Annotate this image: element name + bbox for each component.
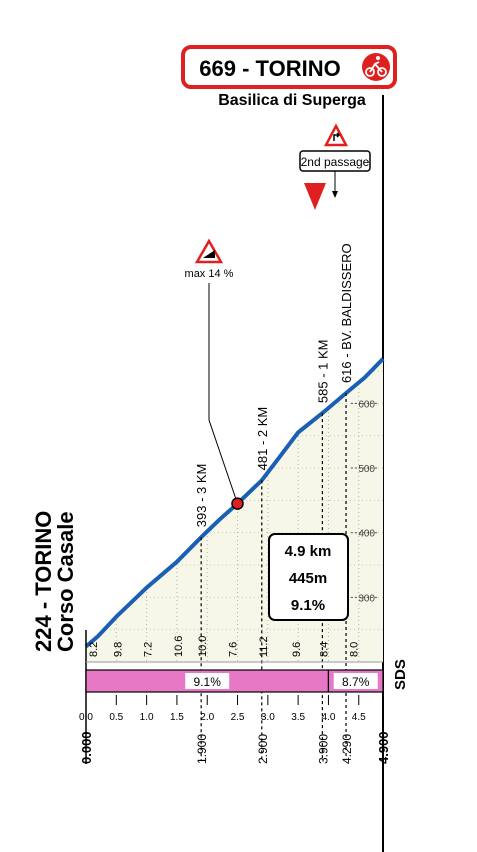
y-tick-label: 600 bbox=[358, 399, 375, 410]
finish-header: 669 - TORINO Basilica di Superga bbox=[181, 45, 397, 109]
waypoint-label: 393 - 3 KM bbox=[194, 464, 209, 528]
segment-gradient-label: 11.2 bbox=[258, 636, 270, 657]
max-gradient-point bbox=[231, 497, 244, 510]
max-gradient-leader bbox=[208, 283, 238, 504]
x-tick-label: 2.5 bbox=[231, 712, 245, 723]
waypoint-label: 616 - BV. BALDISSERO bbox=[339, 243, 354, 383]
gradient-band-label: 9.1% bbox=[194, 675, 222, 689]
km-label: 4.290 bbox=[340, 734, 354, 764]
turn-right-warning-icon bbox=[323, 123, 349, 147]
x-tick-label: 0.5 bbox=[109, 712, 123, 723]
km-label: 4.900 bbox=[376, 731, 391, 764]
start-label: 224 - TORINO bbox=[31, 511, 56, 652]
segment-gradient-label: 8.2 bbox=[88, 642, 100, 657]
cyclist-icon bbox=[362, 53, 390, 81]
segment-gradient-label: 10.6 bbox=[173, 636, 185, 657]
x-tick-label: 1.0 bbox=[140, 712, 154, 723]
second-passage-label: 2nd passage bbox=[301, 155, 370, 169]
segment-gradient-label: 9.6 bbox=[291, 642, 303, 657]
y-tick-label: 400 bbox=[358, 529, 375, 540]
red-triangle-icon bbox=[304, 183, 326, 210]
gradient-band-label-bg bbox=[185, 673, 230, 689]
segment-gradient-label: 8.4 bbox=[318, 642, 330, 657]
km-label: 2.900 bbox=[256, 734, 270, 764]
gradient-band-label-bg bbox=[333, 673, 378, 689]
x-tick-label: 4.0 bbox=[321, 712, 335, 723]
segment-gradient-label: 8.0 bbox=[349, 642, 361, 657]
x-tick-label: 3.5 bbox=[291, 712, 305, 723]
x-tick-label: 3.0 bbox=[261, 712, 275, 723]
y-tick-label: 500 bbox=[358, 464, 375, 475]
waypoint-label: 481 - 2 KM bbox=[255, 407, 270, 471]
max-gradient-callout: max 14 % bbox=[185, 238, 244, 510]
second-passage-marker: 2nd passage bbox=[299, 123, 371, 198]
x-tick-label: 0.0 bbox=[79, 712, 93, 723]
segment-gradient-label: 7.6 bbox=[227, 642, 239, 657]
x-tick-label: 2.0 bbox=[200, 712, 214, 723]
finish-subtitle: Basilica di Superga bbox=[218, 92, 366, 109]
km-label: 3.900 bbox=[316, 734, 330, 764]
summary-box: 4.9 km 445m 9.1% bbox=[268, 533, 349, 621]
finish-label: 669 - TORINO bbox=[199, 56, 340, 81]
steep-warning-icon bbox=[194, 238, 224, 264]
start-header: 224 - TORINO Corso Casale bbox=[31, 511, 78, 652]
max-gradient-label: max 14 % bbox=[185, 268, 234, 280]
segment-gradient-label: 7.2 bbox=[143, 642, 155, 657]
summary-distance: 4.9 km bbox=[285, 543, 332, 560]
finish-box bbox=[181, 45, 397, 89]
x-tick-label: 1.5 bbox=[170, 712, 184, 723]
waypoint-label: 585 - 1 KM bbox=[315, 340, 330, 404]
y-tick-label: 300 bbox=[358, 593, 375, 604]
km-label: 1.900 bbox=[195, 734, 209, 764]
km-label: 0.000 bbox=[79, 731, 94, 764]
brand-logo: SDS bbox=[392, 659, 409, 690]
segment-gradient-label: 10.0 bbox=[197, 636, 209, 657]
gradient-band-label: 8.7% bbox=[342, 675, 370, 689]
summary-gain: 445m bbox=[289, 570, 327, 587]
start-subtitle: Corso Casale bbox=[53, 511, 78, 652]
summary-avg-gradient: 9.1% bbox=[291, 597, 325, 614]
segment-gradient-label: 9.8 bbox=[112, 642, 124, 657]
x-tick-label: 4.5 bbox=[352, 712, 366, 723]
